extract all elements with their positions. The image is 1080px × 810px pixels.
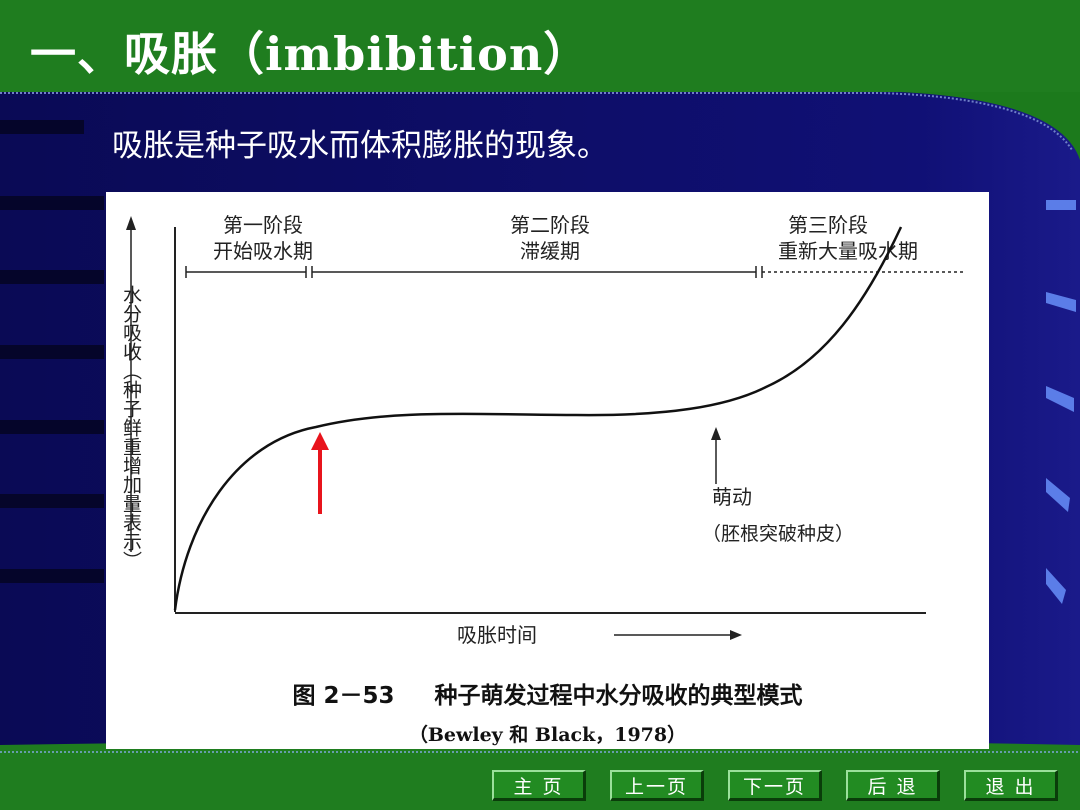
next-page-button[interactable]: 下一页 xyxy=(728,770,822,801)
prev-page-button[interactable]: 上一页 xyxy=(610,770,704,801)
y-axis-label: 水分吸收（种子鲜重增加量表示） xyxy=(120,285,142,570)
figure-number: 图 2－53 xyxy=(292,683,395,709)
highlight-arrowhead xyxy=(311,432,329,450)
stage-1-name: 第一阶段 xyxy=(223,213,303,237)
x-axis-arrowhead xyxy=(730,630,742,640)
stage-2-name: 第二阶段 xyxy=(510,213,590,237)
stage-3-name: 第三阶段 xyxy=(788,213,868,237)
left-stripes xyxy=(0,120,104,583)
back-button[interactable]: 后 退 xyxy=(846,770,940,801)
y-axis-arrowhead xyxy=(126,216,136,230)
slide-title: 一、吸胀（imbibition） xyxy=(30,27,591,81)
imbibition-diagram: 水分吸收（种子鲜重增加量表示） 第一阶段 开始吸水期 第二阶段 滞缓期 第三阶段… xyxy=(120,213,966,647)
top-curve-line xyxy=(0,92,1073,151)
slide-subtitle: 吸胀是种子吸水而体积膨胀的现象。 xyxy=(112,128,608,164)
x-axis-label: 吸胀时间 xyxy=(457,623,537,647)
figure-panel: 水分吸收（种子鲜重增加量表示） 第一阶段 开始吸水期 第二阶段 滞缓期 第三阶段… xyxy=(106,192,989,749)
exit-button[interactable]: 退 出 xyxy=(964,770,1058,801)
water-uptake-curve xyxy=(173,226,903,611)
stage-2-desc: 滞缓期 xyxy=(520,239,580,263)
figure-caption: 图 2－53 种子萌发过程中水分吸收的典型模式 xyxy=(106,676,989,710)
figure-citation: （Bewley 和 Black，1978） xyxy=(408,724,687,746)
right-accents xyxy=(1046,200,1076,604)
germination-detail: （胚根突破种皮） xyxy=(702,523,854,545)
nav-bar: 主 页 上一页 下一页 后 退 退 出 xyxy=(492,770,1058,801)
stage-1-desc: 开始吸水期 xyxy=(213,239,313,263)
home-button[interactable]: 主 页 xyxy=(492,770,586,801)
stage-3-desc: 重新大量吸水期 xyxy=(778,239,918,263)
germination-arrowhead xyxy=(711,427,721,440)
header-band xyxy=(0,0,1080,92)
germination-label: 萌动 xyxy=(712,485,752,509)
figure-caption-text: 种子萌发过程中水分吸收的典型模式 xyxy=(434,683,803,709)
stage-range-bars xyxy=(185,266,966,278)
